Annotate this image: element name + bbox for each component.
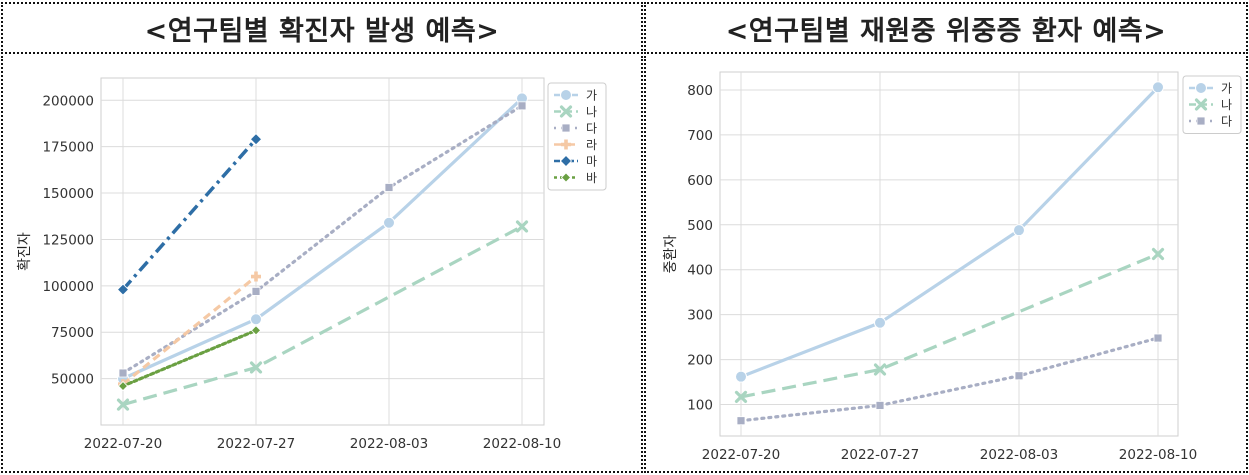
legend-label-2: 다: [1221, 115, 1232, 129]
x-tick-label: 2022-08-10: [1119, 447, 1197, 463]
x-tick-label: 2022-07-20: [84, 436, 162, 452]
data-point-series-5: [250, 325, 262, 336]
legend-label-5: 바: [586, 171, 597, 185]
legend-marker-1: [1194, 98, 1208, 111]
x-tick-label: 2022-08-10: [483, 436, 561, 452]
y-tick-label: 600: [687, 173, 713, 189]
data-point-series-1: [116, 398, 130, 411]
legend-marker-2: [561, 123, 571, 133]
legend-label-1: 나: [586, 105, 597, 119]
legend-marker-0: [1195, 82, 1207, 94]
legend-label-4: 마: [586, 155, 597, 169]
data-point-series-2: [384, 183, 394, 192]
data-point-series-1: [515, 220, 529, 233]
data-point-series-0: [1013, 224, 1025, 237]
data-point-series-0: [735, 370, 747, 383]
data-point-series-2: [1014, 371, 1024, 381]
y-tick-label: 400: [687, 263, 713, 279]
legend-marker-1: [559, 105, 573, 118]
y-tick-label: 50000: [51, 372, 94, 388]
legend-marker-0: [560, 89, 572, 101]
data-point-series-1: [1151, 247, 1165, 261]
series-line-4: [121, 138, 258, 291]
confirmed-cases-chart: 50000 75000 100000 125000 150000 175000 200000…: [17, 77, 607, 452]
y-tick-label: 700: [687, 128, 713, 144]
right-chart-panel: 100 200 300 400 500 600 700 800 2022-07-20 2022-0…: [644, 56, 1248, 473]
data-point-series-2: [517, 101, 527, 111]
data-point-series-1: [873, 363, 887, 376]
y-tick-label: 200: [687, 353, 713, 369]
legend-marker-5: [560, 172, 572, 183]
y-tick-label: 800: [687, 83, 713, 99]
x-tick-label: 2022-07-27: [217, 436, 295, 452]
data-point-series-5: [117, 380, 129, 392]
series-line-3: [121, 275, 258, 386]
series-line-0: [122, 97, 524, 381]
left-chart-panel: 50000 75000 100000 125000 150000 175000 200000…: [1, 56, 643, 473]
x-tick-label: 2022-08-03: [980, 447, 1058, 463]
plot-area: [719, 71, 1179, 437]
series-group: [734, 81, 1165, 426]
y-tick-label: 100: [687, 398, 713, 414]
legend-label-1: 나: [1221, 98, 1232, 112]
series-line-1: [740, 252, 1159, 399]
legend-marker-4: [559, 154, 573, 168]
right-chart-title-box: <연구팀별 재원중 위중증 환자 예측>: [644, 2, 1248, 54]
x-tick-label: 2022-07-20: [702, 447, 780, 463]
y-tick-label: 300: [687, 308, 713, 324]
left-chart-title: <연구팀별 확진자 발생 예측>: [144, 15, 500, 47]
y-tick-label: 150000: [42, 186, 94, 202]
legend-marker-2: [1196, 116, 1206, 126]
series-line-0: [740, 86, 1160, 379]
legend-marker-3: [561, 139, 571, 150]
x-tick-label: 2022-07-27: [841, 447, 919, 463]
data-point-series-2: [251, 286, 261, 296]
y-axis-label: 확진자: [17, 232, 33, 271]
data-point-series-3: [251, 271, 261, 282]
series-line-5: [121, 328, 258, 388]
y-tick-label: 200000: [42, 93, 94, 109]
y-tick-label: 100000: [42, 279, 94, 295]
y-axis-label: 중환자: [663, 235, 679, 274]
y-tick-label: 500: [687, 218, 713, 234]
data-point-series-1: [734, 390, 748, 404]
series-group: [116, 92, 529, 411]
x-axis: 2022-07-20 2022-07-27 2022-08-03 2022-08-10: [84, 436, 561, 452]
data-point-series-2: [1153, 333, 1163, 343]
legend-label-3: 라: [586, 138, 597, 152]
legend-label-0: 가: [586, 89, 597, 103]
data-point-series-2: [118, 368, 128, 378]
data-point-series-2: [736, 416, 746, 426]
y-axis: 50000 75000 100000 125000 150000 175000 200000: [42, 93, 94, 387]
y-tick-label: 125000: [42, 232, 94, 248]
data-point-series-2: [875, 401, 885, 410]
data-point-series-1: [249, 361, 263, 374]
data-point-series-0: [874, 316, 886, 329]
grid: [719, 71, 1179, 437]
legend: 가나다: [1182, 75, 1242, 134]
data-point-series-0: [250, 313, 262, 326]
right-chart-title: <연구팀별 재원중 위중증 환자 예측>: [725, 15, 1167, 47]
series-line-2: [739, 336, 1160, 423]
x-axis: 2022-07-20 2022-07-27 2022-08-03 2022-08-10: [702, 447, 1197, 463]
data-point-series-0: [383, 216, 395, 229]
data-point-series-4: [249, 133, 263, 146]
y-axis: 100 200 300 400 500 600 700 800: [687, 83, 713, 414]
data-point-series-4: [116, 283, 130, 296]
y-tick-label: 75000: [51, 325, 94, 341]
data-point-series-0: [1152, 81, 1164, 94]
x-tick-label: 2022-08-03: [350, 436, 428, 452]
legend-label-2: 다: [586, 122, 597, 136]
legend-box: [547, 82, 607, 191]
y-tick-label: 175000: [42, 140, 94, 156]
left-chart-title-box: <연구팀별 확진자 발생 예측>: [1, 2, 643, 54]
legend-label-0: 가: [1221, 82, 1232, 96]
